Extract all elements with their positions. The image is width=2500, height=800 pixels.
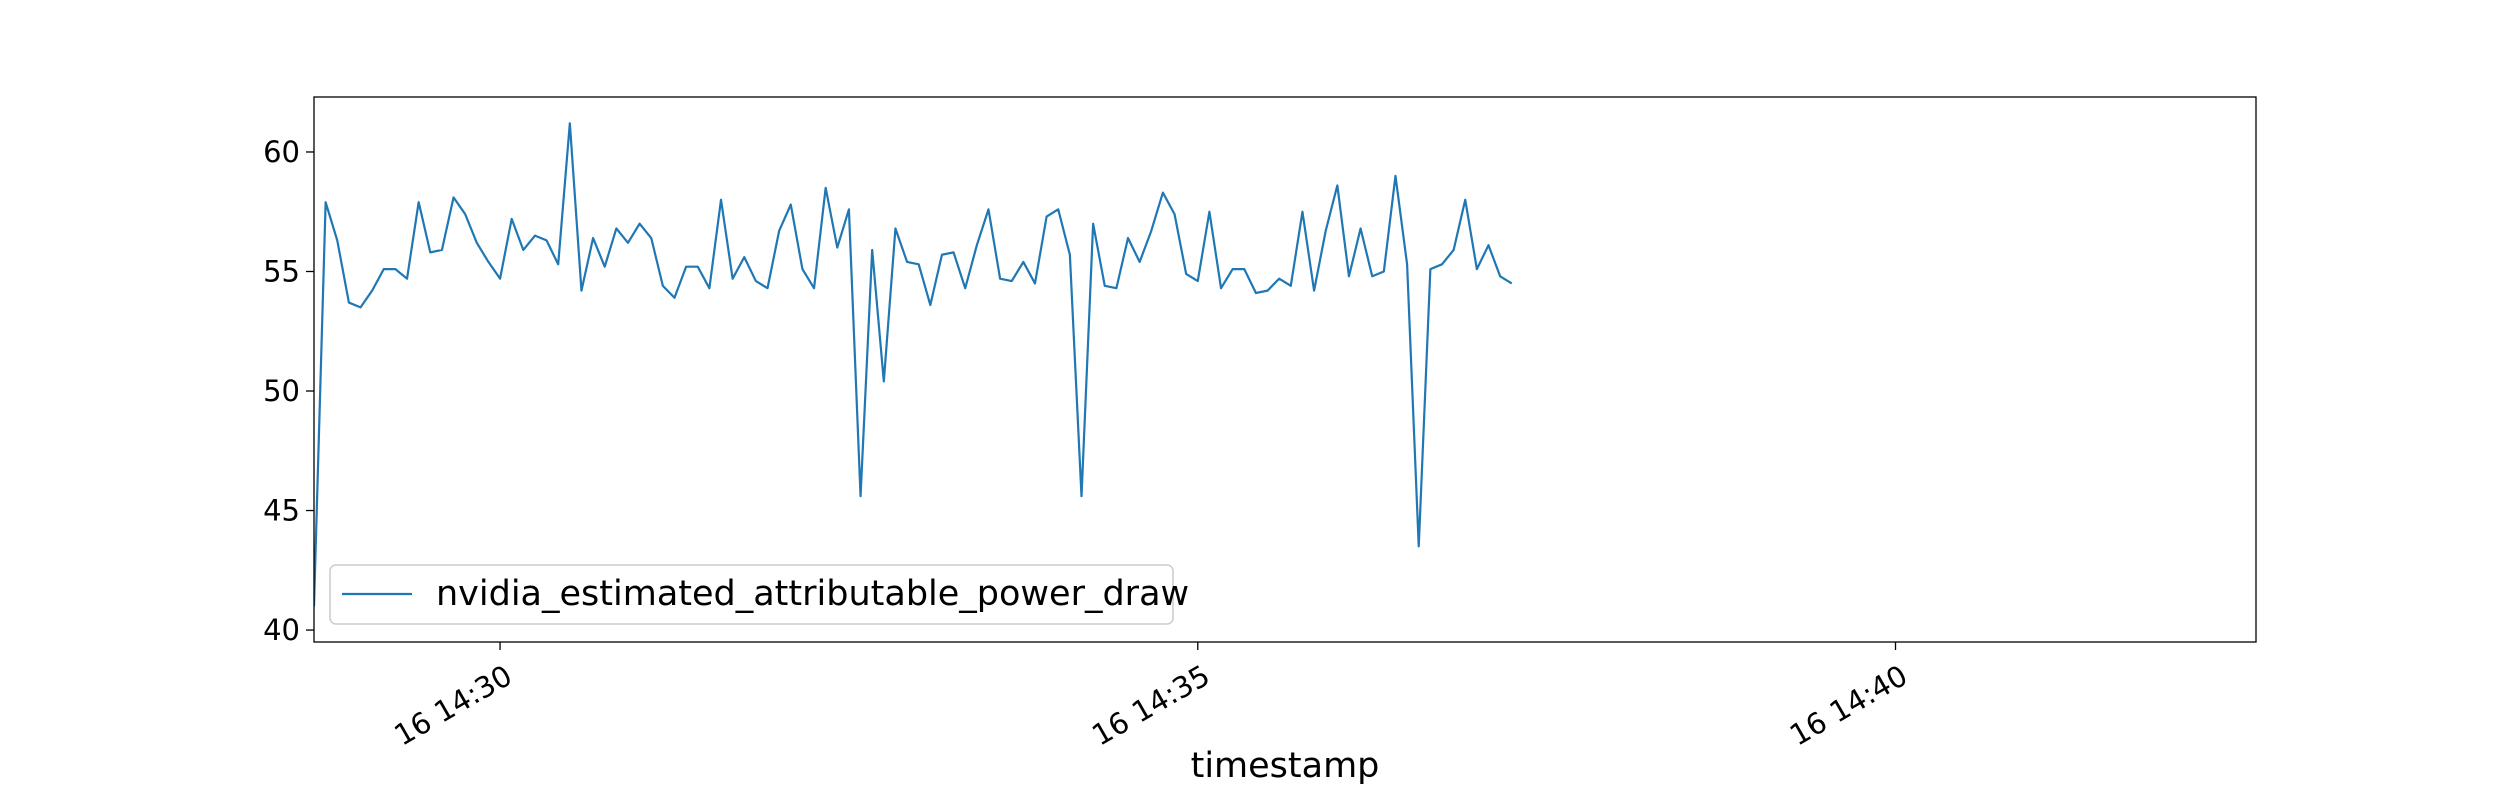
plot-layer [314, 122, 1513, 607]
y-tick-label: 55 [263, 254, 300, 288]
axis-layer: 40 45 50 55 60 16 14:30 16 14:35 16 14:40 [263, 96, 2257, 752]
series-line [314, 122, 1513, 607]
x-tick-label: 16 14:35 [1086, 658, 1215, 752]
y-tick-label: 45 [263, 494, 300, 528]
x-tick-label: 16 14:30 [388, 658, 517, 752]
y-tick-label: 60 [263, 135, 300, 169]
x-tick-label: 16 14:40 [1784, 658, 1913, 752]
legend: nvidia_estimated_attributable_power_draw [329, 564, 1189, 625]
y-tick-label: 40 [263, 613, 300, 647]
legend-label: nvidia_estimated_attributable_power_draw [436, 574, 1189, 614]
x-axis-title: timestamp [1191, 746, 1380, 786]
y-tick-label: 50 [263, 374, 300, 408]
plot-frame [313, 96, 2257, 643]
legend-frame [329, 564, 1174, 625]
